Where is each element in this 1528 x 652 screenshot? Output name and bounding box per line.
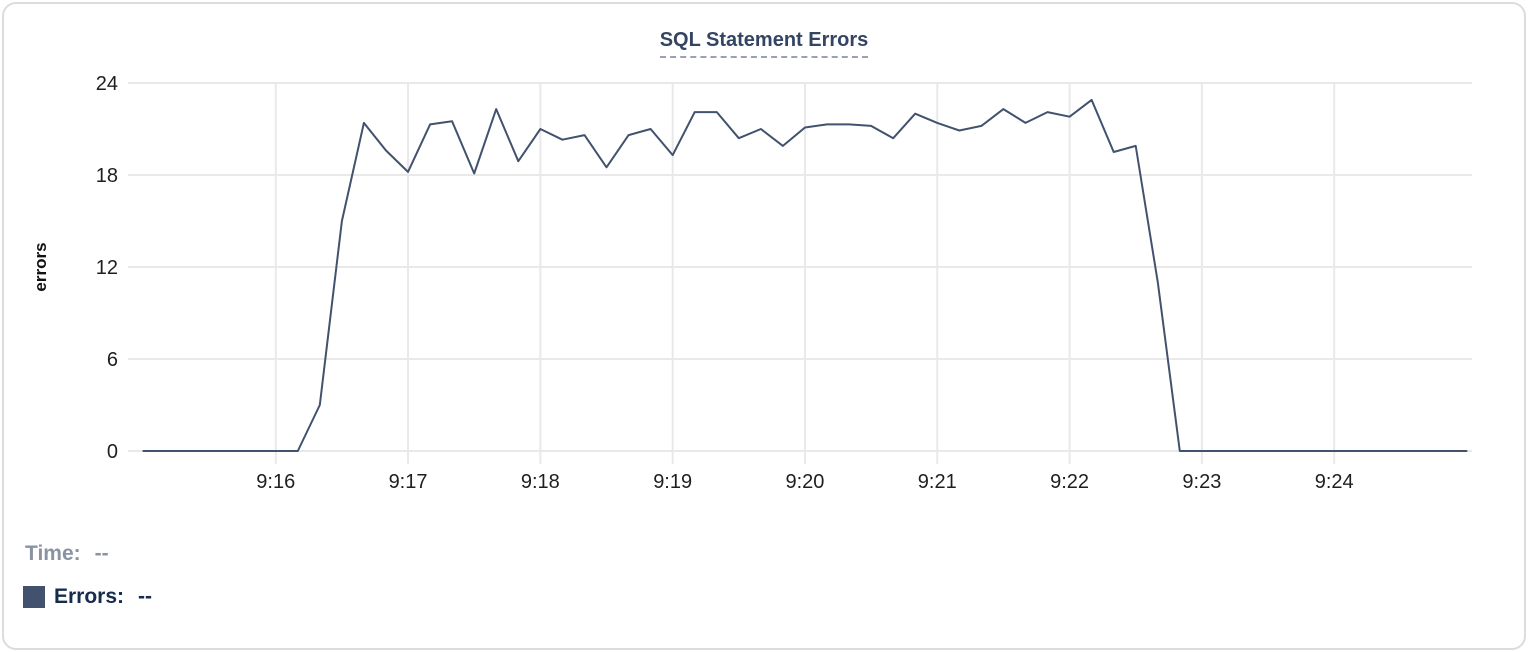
x-tick-label: 9:23 — [1182, 471, 1221, 493]
x-tick-label: 9:20 — [785, 471, 824, 493]
errors-label: Errors: — [54, 585, 125, 608]
chart-header: SQL Statement Errors — [0, 29, 1528, 58]
hover-readout-time: Time: -- — [25, 543, 109, 565]
y-tick-label: 6 — [107, 349, 118, 371]
chart-title[interactable]: SQL Statement Errors — [659, 29, 869, 58]
time-value: -- — [94, 542, 109, 565]
x-tick-label: 9:16 — [256, 471, 295, 493]
y-tick-label: 12 — [96, 257, 118, 279]
errors-value: -- — [138, 585, 153, 608]
y-tick-label: 0 — [107, 441, 118, 463]
x-tick-label: 9:18 — [521, 471, 560, 493]
x-tick-label: 9:17 — [389, 471, 428, 493]
errors-data-line — [142, 98, 1468, 452]
x-tick-label: 9:22 — [1050, 471, 1089, 493]
y-axis-label: errors — [31, 242, 50, 291]
y-tick-label: 18 — [96, 165, 118, 187]
time-label: Time: — [25, 542, 81, 565]
hover-readout-errors: Errors: -- — [23, 586, 152, 608]
y-tick-label: 24 — [96, 73, 118, 95]
errors-series-swatch — [23, 586, 45, 608]
x-tick-label: 9:24 — [1315, 471, 1354, 493]
x-tick-label: 9:21 — [918, 471, 957, 493]
x-tick-label: 9:19 — [653, 471, 692, 493]
